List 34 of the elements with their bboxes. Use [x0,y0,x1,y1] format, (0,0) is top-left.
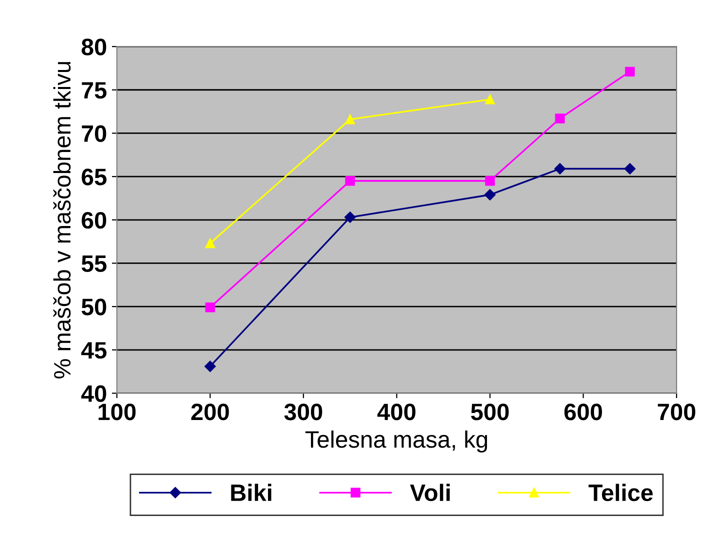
legend-label: Voli [410,484,450,502]
y-tick-label: 45 [81,342,106,359]
point [344,212,356,223]
legend-label: Biki [231,484,272,501]
x-tick-label: 300 [284,404,322,420]
y-tick-label: 60 [82,212,106,229]
x-axis-title: Telesna masa, kg [305,430,488,453]
x-tick-label: 200 [191,404,229,420]
point [345,114,355,124]
x-tick-label: 400 [377,404,416,420]
point [204,360,216,372]
y-tick-label: 65 [82,168,106,186]
point [205,302,216,312]
y-tick-label: 80 [82,38,106,56]
y-tick-label: 40 [81,385,106,402]
legend-label: Telice [588,484,653,502]
y-tick-label: 50 [82,298,106,316]
y-tick-label: 70 [82,125,106,142]
y-axis-title: % maščob v maščobnem tkivu [53,62,71,378]
point [624,163,636,174]
point [625,66,635,77]
point [205,238,216,248]
point [345,176,355,186]
point [554,163,566,174]
y-tick-label: 55 [82,256,106,272]
x-tick-label: 500 [471,404,509,420]
point [555,114,565,124]
x-tick-label: 700 [658,404,696,420]
point [485,176,495,186]
point [485,94,495,104]
point [484,189,496,200]
x-tick-label: 100 [98,404,136,420]
y-tick-label: 75 [82,82,106,99]
x-tick-label: 600 [564,404,602,420]
